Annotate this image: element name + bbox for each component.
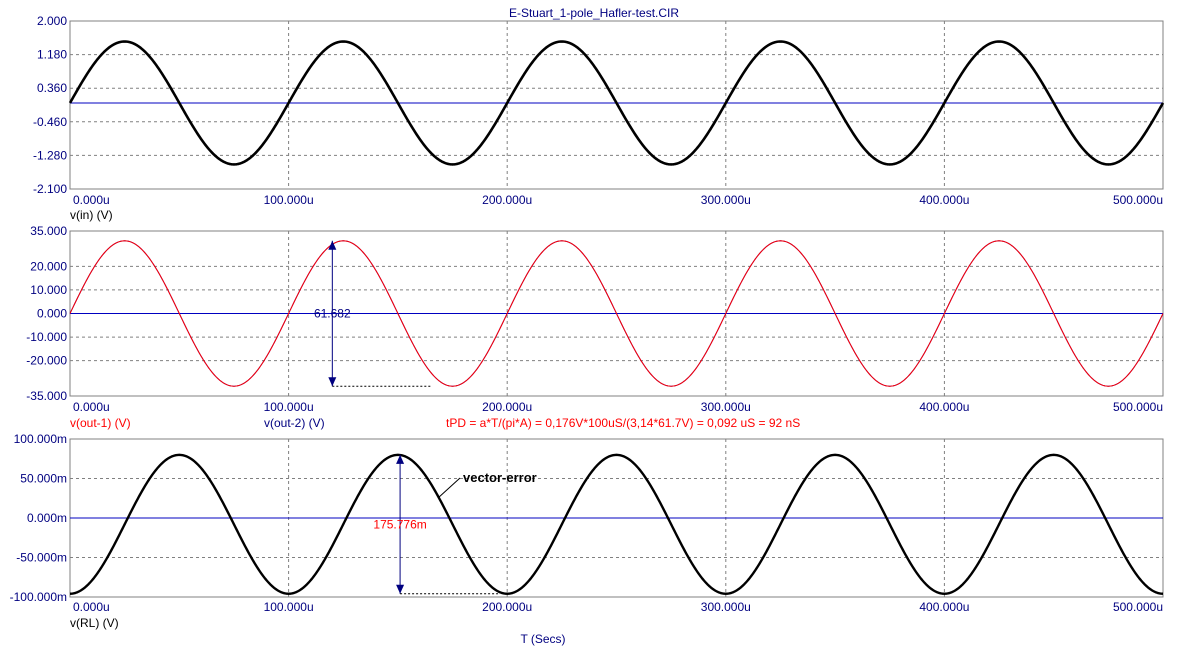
series-line-v-rl-v- xyxy=(69,453,1164,595)
x-tick-label: 300.000u xyxy=(701,400,751,414)
measure-arrow-top xyxy=(396,454,405,464)
y-tick-labels: 2.000 1.180 0.360 -0.460 -1.280 -2.100 xyxy=(33,14,67,196)
panel-vrl: 100.000m 50.000m 0.000m -50.000m -100.000m 0… xyxy=(10,432,1164,630)
x-tick-label: 0.000u xyxy=(73,193,110,207)
y-tick-labels: 100.000m 50.000m 0.000m -50.000m -100.000m xyxy=(10,432,67,604)
x-tick-label: 500.000u xyxy=(1113,193,1163,207)
y-tick-label: -10.000 xyxy=(26,330,67,344)
x-tick-label: 300.000u xyxy=(701,600,751,614)
traces xyxy=(68,40,1165,166)
measure-arrow-bottom xyxy=(328,377,337,387)
series-label-vin: v(in) (V) xyxy=(70,208,113,222)
x-tick-labels: 0.000u 100.000u 200.000u 300.000u 400.000u 50… xyxy=(73,600,1163,614)
x-tick-label: 400.000u xyxy=(919,193,969,207)
x-tick-label: 100.000u xyxy=(264,193,314,207)
y-tick-label: 1.180 xyxy=(37,48,67,62)
x-tick-labels: 0.000u 100.000u 200.000u 300.000u 400.000u 50… xyxy=(73,193,1163,207)
vector-error-callout: vector-error xyxy=(463,470,537,485)
y-tick-label: 0.360 xyxy=(37,81,67,95)
measure-label: 175.776m xyxy=(373,517,426,531)
x-tick-labels: 0.000u 100.000u 200.000u 300.000u 400.000u 50… xyxy=(73,400,1163,414)
x-tick-label: 500.000u xyxy=(1113,600,1163,614)
amplitude-marker: 175.776m xyxy=(373,454,501,595)
measure-label: 61.682 xyxy=(314,307,351,321)
y-tick-label: -2.100 xyxy=(33,182,67,196)
panel-vout: 35.000 20.000 10.000 0.000 -10.000 -20.000 -35… xyxy=(26,224,1164,430)
traces xyxy=(69,453,1164,595)
panel-vin: 2.000 1.180 0.360 -0.460 -1.280 -2.100 0.000u… xyxy=(33,14,1165,222)
amplitude-marker: 61.682 xyxy=(314,240,433,387)
series-label-vout2: v(out-2) (V) xyxy=(264,416,325,430)
x-tick-label: 100.000u xyxy=(264,400,314,414)
x-tick-label: 500.000u xyxy=(1113,400,1163,414)
callout-leader xyxy=(437,477,461,499)
y-tick-label: 100.000m xyxy=(14,432,67,446)
y-tick-label: 50.000m xyxy=(20,472,67,486)
x-tick-label: 0.000u xyxy=(73,600,110,614)
y-tick-label: 35.000 xyxy=(30,224,67,238)
y-tick-label: 0.000m xyxy=(27,511,67,525)
x-tick-label: 0.000u xyxy=(73,400,110,414)
x-tick-label: 300.000u xyxy=(701,193,751,207)
y-tick-label: -1.280 xyxy=(33,148,67,162)
tpd-annotation: tPD = a*T/(pi*A) = 0,176V*100uS/(3,14*61… xyxy=(446,416,800,430)
chart-title: E-Stuart_1-pole_Hafler-test.CIR xyxy=(509,6,679,20)
y-tick-label: -50.000m xyxy=(16,551,67,565)
measure-arrow-top xyxy=(328,240,337,250)
x-tick-label: 200.000u xyxy=(482,193,532,207)
x-tick-label: 200.000u xyxy=(482,600,532,614)
x-tick-label: 100.000u xyxy=(264,600,314,614)
y-tick-label: -0.460 xyxy=(33,115,67,129)
y-tick-label: -35.000 xyxy=(26,389,67,403)
measure-arrow-bottom xyxy=(396,584,405,594)
x-tick-label: 200.000u xyxy=(482,400,532,414)
y-tick-labels: 35.000 20.000 10.000 0.000 -10.000 -20.000 -35… xyxy=(26,224,67,403)
traces xyxy=(69,240,1164,387)
series-line-v-out-1-v- xyxy=(69,240,1164,387)
x-axis-label: T (Secs) xyxy=(520,632,565,646)
y-tick-label: 20.000 xyxy=(30,259,67,273)
y-tick-label: 0.000 xyxy=(37,307,67,321)
x-tick-label: 400.000u xyxy=(919,400,969,414)
x-tick-label: 400.000u xyxy=(919,600,969,614)
series-label-vout1: v(out-1) (V) xyxy=(70,416,131,430)
y-tick-label: -20.000 xyxy=(26,354,67,368)
series-line-v-in-v- xyxy=(68,40,1165,166)
y-tick-label: -100.000m xyxy=(10,590,67,604)
y-tick-label: 10.000 xyxy=(30,283,67,297)
series-label-vrl: v(RL) (V) xyxy=(70,616,119,630)
y-tick-label: 2.000 xyxy=(37,14,67,28)
